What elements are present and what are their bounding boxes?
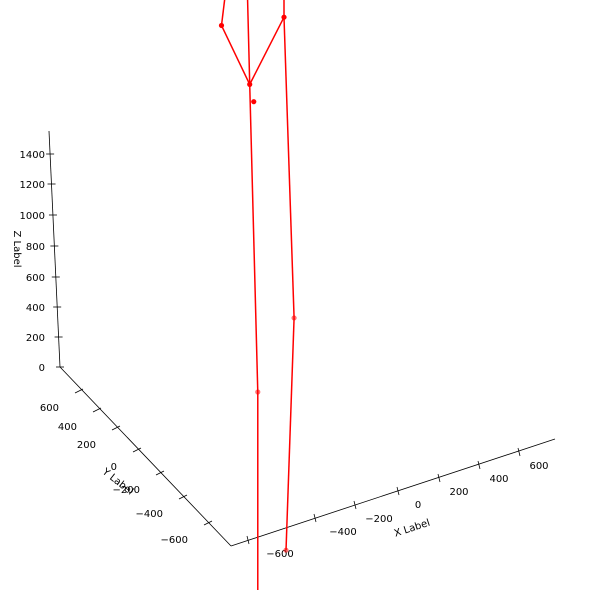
x-tick-label: 200 [449,487,468,498]
joint-left_foot [283,547,289,553]
y-tick-label: −600 [161,535,188,546]
y-tick-mark [111,425,121,431]
y-tick-label: 600 [40,403,59,414]
x-tick-label: −600 [266,549,293,560]
y-tick-label: 200 [77,440,96,451]
x-tick-mark [517,447,521,457]
x-tick-mark [477,460,481,470]
x-axis-line [230,438,556,547]
z-tick-label: 1400 [20,150,45,161]
joint-right_hip [247,81,253,87]
z-axis-label: Z Label [11,230,22,267]
z-tick-label: 600 [26,273,45,284]
bone-left_knee-left_foot [285,317,295,551]
x-tick-mark [396,486,400,496]
x-tick-label: −400 [329,527,356,538]
y-tick-label: −400 [136,509,163,520]
y-tick-label: −200 [113,485,140,496]
joint-left_knee [291,315,297,321]
z-tick-label: 0 [39,363,45,374]
joint-right_knee [255,389,261,395]
y-tick-mark [178,494,188,500]
x-axis-label: X Label [393,518,432,540]
bone-right_hand-right_hip [220,25,251,85]
bone-right_hip-left_hip [249,16,285,85]
y-tick-label: 0 [111,462,117,473]
y-tick-label: 400 [58,422,77,433]
y-tick-mark [74,388,84,394]
x-tick-label: 600 [529,461,548,472]
joint-pelvis_marker [251,99,257,105]
y-tick-mark [203,520,213,526]
y-axis-line [59,366,232,547]
bone-left_hip-left_knee [283,17,295,318]
y-tick-mark [132,447,142,453]
z-axis-line [48,130,61,368]
bone-right_shoulder-right_hip [246,0,251,85]
axis-labels: X Label Y Label Z Label [11,230,432,539]
joint-left_hip [281,14,287,20]
z-tick-label: 400 [26,303,45,314]
joint-right_hand [218,22,225,29]
skeleton-bones [220,0,295,595]
x-tick-mark [246,535,250,545]
x-tick-mark [437,473,441,483]
x-tick-label: 400 [489,474,508,485]
z-tick-label: 800 [26,242,45,253]
skeleton-joints [218,14,297,553]
x-tick-label: −200 [365,514,392,525]
z-tick-label: 1000 [20,211,45,222]
x-tick-mark [353,500,357,510]
x-tick-label: 0 [415,500,421,511]
z-tick-label: 200 [26,333,45,344]
z-tick-label: 1200 [20,180,45,191]
bone-right_hip-right_knee [248,84,259,392]
x-tick-mark [313,513,317,523]
y-tick-mark [92,407,102,413]
y-tick-mark [155,470,165,476]
axes-layer: −600−400−2000200400600−600−400−200020040… [20,130,556,560]
bone-right_shoulder-right_hand [220,0,226,26]
